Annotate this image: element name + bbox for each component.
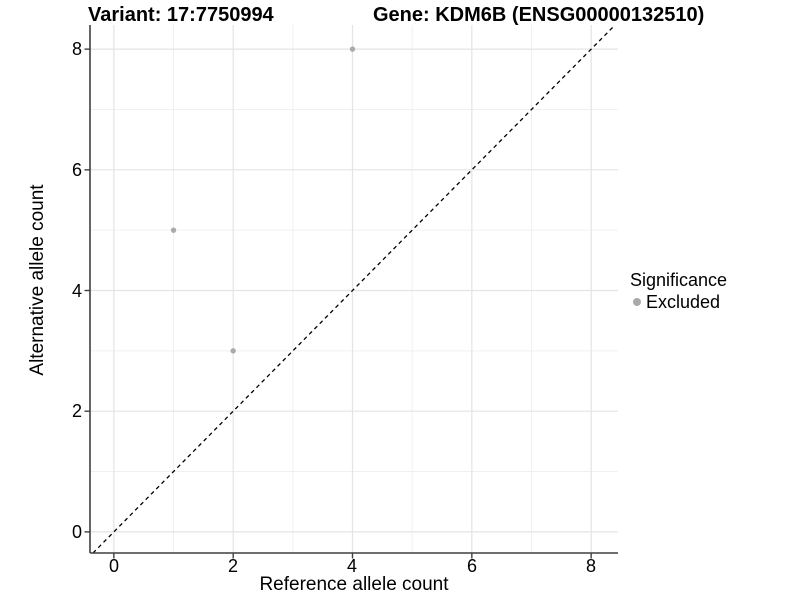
- x-tick-label-2: 2: [227, 556, 238, 576]
- x-tick-label-6: 6: [466, 556, 477, 576]
- x-tick-label-0: 0: [108, 556, 119, 576]
- excluded-point-icon: [633, 298, 641, 306]
- x-tick-label-4: 4: [346, 556, 357, 576]
- y-tick-label-2: 2: [71, 401, 82, 421]
- y-tick-label-8: 8: [71, 39, 82, 59]
- y-tick-label-4: 4: [71, 281, 82, 301]
- legend: Significance Excluded: [630, 269, 727, 313]
- y-tick-label-0: 0: [71, 522, 82, 542]
- data-point: [349, 46, 356, 52]
- data-point: [170, 227, 177, 233]
- plot-title-gene: Gene: KDM6B (ENSG00000132510): [373, 4, 705, 26]
- plot-title-variant: Variant: 17:7750994: [88, 4, 274, 26]
- x-tick-label-8: 8: [585, 556, 596, 576]
- y-axis-title: Alternative allele count: [27, 184, 48, 376]
- identity-dashed-line: [92, 24, 616, 554]
- data-point: [230, 348, 236, 354]
- legend-item-label: Excluded: [646, 292, 721, 312]
- y-tick-label-6: 6: [71, 160, 82, 180]
- x-axis-title: Reference allele count: [259, 574, 449, 595]
- legend-title: Significance: [630, 270, 728, 290]
- legend-item-excluded: Excluded: [630, 291, 727, 313]
